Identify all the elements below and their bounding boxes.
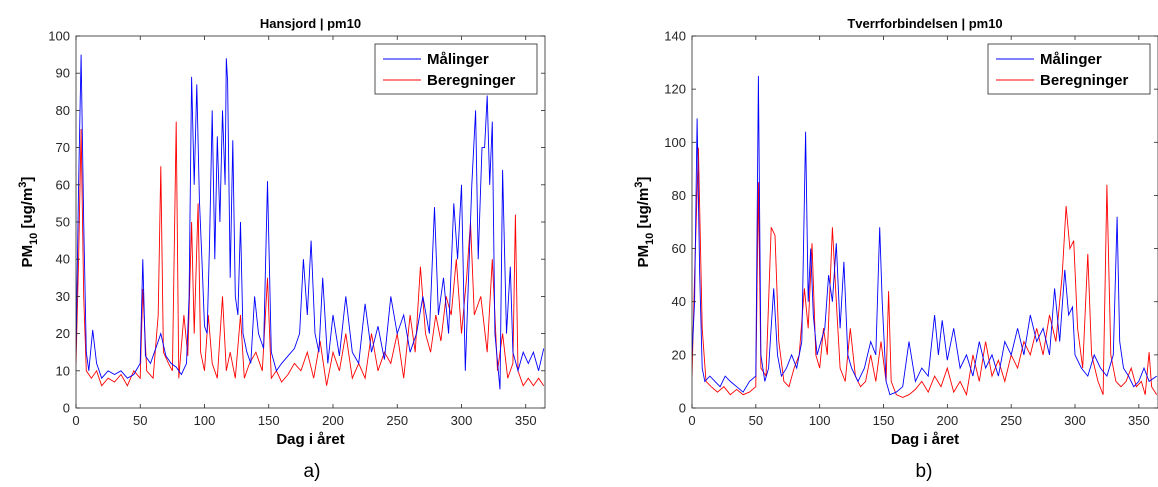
y-axis-label: PM10 [ug/m3] (17, 177, 40, 268)
legend-entry: Beregninger (427, 72, 516, 89)
y-label-sup: 3 (17, 182, 29, 188)
y-tick-label: 50 (56, 215, 70, 230)
series-line-beregninger (692, 147, 1158, 398)
y-tick-label: 60 (56, 177, 70, 192)
legend-box (987, 43, 1151, 95)
x-tick-label: 350 (1128, 413, 1150, 428)
y-label-close: ] (19, 177, 36, 182)
panel-caption: a) (304, 461, 321, 482)
x-tick-label: 300 (451, 413, 473, 428)
legend-entry: Målinger (427, 51, 489, 68)
series-line-malinger (692, 75, 1157, 396)
y-tick-label: 80 (56, 103, 70, 118)
y-tick-label: 10 (56, 363, 70, 378)
plot-area (76, 36, 545, 408)
chart-title: Tverrforbindelsen | pm10 (847, 16, 1002, 31)
x-tick-label: 300 (1064, 413, 1086, 428)
x-tick-label: 100 (194, 413, 216, 428)
y-label-close: ] (635, 177, 652, 182)
x-axis-label: Dag i året (276, 431, 344, 448)
y-label-sub: 10 (28, 233, 40, 245)
x-axis-label: Dag i året (891, 431, 959, 448)
y-tick-label: 40 (56, 252, 70, 267)
x-tick-label: 0 (688, 413, 695, 428)
x-tick-label: 250 (1000, 413, 1022, 428)
x-tick-label: 50 (133, 413, 147, 428)
y-axis-label: PM10 [ug/m3] (633, 177, 656, 268)
y-label-unit: [ug/m (19, 188, 36, 233)
legend: Målinger Beregninger (987, 43, 1151, 95)
legend-entry: Beregninger (1040, 72, 1129, 89)
x-tick-label: 0 (72, 413, 79, 428)
y-tick-label: 20 (672, 347, 686, 362)
y-tick-label: 60 (672, 241, 686, 256)
x-tick-label: 350 (515, 413, 537, 428)
y-tick-label: 120 (664, 82, 686, 97)
y-tick-label: 90 (56, 66, 70, 81)
axes-box (691, 35, 1158, 409)
x-tick-label: 150 (258, 413, 280, 428)
x-tick-label: 150 (873, 413, 895, 428)
y-tick-label: 40 (672, 294, 686, 309)
y-tick-label: 100 (48, 29, 70, 44)
y-tick-label: 0 (679, 401, 686, 416)
x-tick-label: 200 (322, 413, 344, 428)
x-tick-label: 50 (749, 413, 763, 428)
y-tick-label: 30 (56, 289, 70, 304)
y-tick-label: 20 (56, 326, 70, 341)
y-label-sup: 3 (633, 182, 645, 188)
y-label-unit: [ug/m (635, 188, 652, 233)
y-tick-label: 70 (56, 140, 70, 155)
chart-title: Hansjord | pm10 (260, 16, 361, 31)
y-label-sub: 10 (644, 233, 656, 245)
y-tick-label: 140 (664, 29, 686, 44)
y-tick-label: 0 (63, 401, 70, 416)
y-tick-label: 100 (664, 135, 686, 150)
x-tick-label: 200 (936, 413, 958, 428)
x-tick-label: 100 (809, 413, 831, 428)
legend-entry: Målinger (1040, 51, 1102, 68)
y-tick-label: 80 (672, 188, 686, 203)
y-label-main: PM (19, 245, 36, 268)
chart-panel-1: 0 50 100 150 200 250 300 350 0 20 40 60 80 100 120 140 T… (633, 16, 1158, 482)
x-tick-label: 250 (386, 413, 408, 428)
chart-panel-0: 0 50 100 150 200 250 300 350 0 10 20 30 40 50 60 70 80 90… (17, 16, 546, 482)
panel-caption: b) (916, 461, 933, 482)
series-line-malinger (76, 54, 545, 390)
y-label-main: PM (635, 245, 652, 268)
legend: Målinger Beregninger (374, 43, 538, 95)
legend-box (374, 43, 538, 95)
series-line-beregninger (76, 121, 545, 387)
